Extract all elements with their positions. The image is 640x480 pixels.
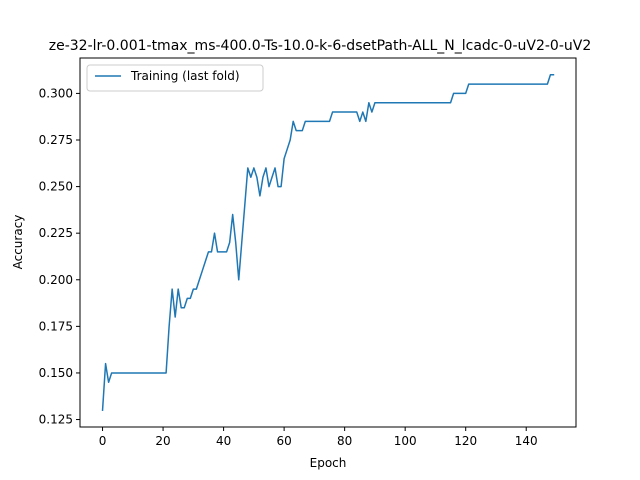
legend-box <box>86 64 264 92</box>
x-tick-label: 120 <box>454 434 477 448</box>
y-tick-label: 0.275 <box>39 133 73 147</box>
x-tick-label: 80 <box>337 434 352 448</box>
series-line-training-last-fold <box>101 74 555 412</box>
x-tick-label: 20 <box>155 434 170 448</box>
y-tick-label: 0.225 <box>39 226 73 240</box>
legend: Training (last fold) <box>86 64 264 92</box>
y-axis-label: Accuracy <box>11 215 25 270</box>
series-layer <box>101 74 555 412</box>
x-axis-ticks: 0 20 40 60 80 100 120 140 <box>99 427 538 448</box>
y-tick-label: 0.200 <box>39 273 73 287</box>
x-axis-label: Epoch <box>310 456 347 470</box>
y-tick-label: 0.175 <box>39 319 73 333</box>
y-tick-label: 0.300 <box>39 86 73 100</box>
chart-title: ze-32-lr-0.001-tmax_ms-400.0-Ts-10.0-k-6… <box>49 38 591 54</box>
plot-area <box>79 57 577 428</box>
y-axis-ticks: 0.125 0.150 0.175 0.200 0.225 0.250 0.275 0.300 <box>39 86 80 427</box>
x-tick-label: 0 <box>99 434 107 448</box>
y-tick-label: 0.250 <box>39 180 73 194</box>
legend-label: Training (last fold) <box>130 69 240 83</box>
x-tick-label: 100 <box>394 434 417 448</box>
x-tick-label: 140 <box>515 434 538 448</box>
x-tick-label: 40 <box>216 434 231 448</box>
y-tick-label: 0.125 <box>39 413 73 427</box>
x-tick-label: 60 <box>276 434 291 448</box>
y-tick-label: 0.150 <box>39 366 73 380</box>
